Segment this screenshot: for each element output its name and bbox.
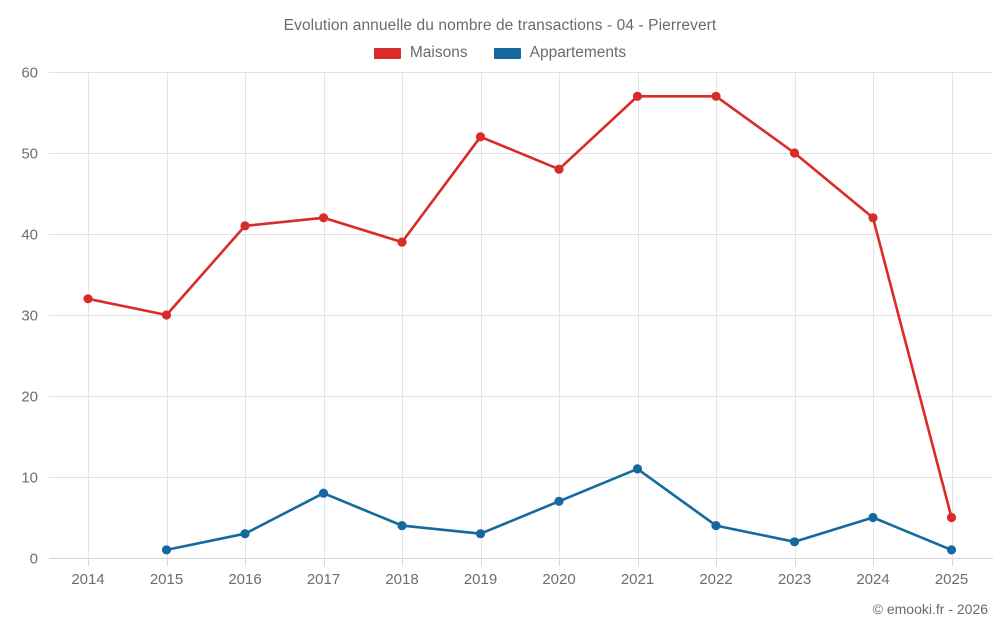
legend-swatch-maisons-icon	[373, 47, 401, 59]
axis-tickmarks	[88, 558, 953, 566]
data-point-appartements-2021[interactable]: Appartements 2021: 11	[632, 464, 643, 474]
credit-label: © emooki.fr - 2026	[872, 601, 988, 617]
legend-item-appartements[interactable]: Appartements	[493, 44, 627, 62]
data-point-appartements-2019[interactable]: Appartements 2019: 3	[475, 529, 486, 539]
data-point-maisons-2014[interactable]: Maisons 2014: 32	[83, 294, 93, 304]
x-tick-label: 2019	[464, 571, 497, 588]
y-tick-label: 0	[30, 551, 38, 568]
x-tick-label: 2024	[856, 571, 889, 588]
y-tick-label: 40	[21, 227, 38, 244]
chart-legend: Maisons Appartements	[0, 44, 1000, 62]
x-tick-label: 2020	[542, 571, 575, 588]
data-point-appartements-2018[interactable]: Appartements 2018: 4	[397, 521, 407, 531]
data-point-maisons-2022[interactable]: Maisons 2022: 57	[711, 91, 721, 101]
data-point-appartements-2025[interactable]: Appartements 2025: 1	[946, 545, 957, 555]
y-tick-label: 50	[21, 146, 38, 163]
legend-item-maisons[interactable]: Maisons	[373, 44, 468, 62]
data-point-maisons-2020[interactable]: Maisons 2020: 48	[554, 164, 564, 174]
series-lines	[86, 95, 953, 552]
data-point-maisons-2018[interactable]: Maisons 2018: 39	[397, 237, 407, 247]
x-tick-label: 2023	[778, 571, 811, 588]
series-data-points: Maisons 2014: 32 Maisons 2015: 30 Maisons …	[83, 91, 957, 555]
y-tick-label: 30	[21, 308, 38, 325]
data-point-appartements-2016[interactable]: Appartements 2016: 3	[240, 529, 250, 539]
x-axis-tick-labels: 2014 2015 2016 2017 2018 2019 2020 2021 2022 2023…	[71, 571, 968, 588]
data-point-maisons-2021[interactable]: Maisons 2021: 57	[632, 91, 643, 101]
data-point-maisons-2015[interactable]: Maisons 2015: 30	[161, 310, 172, 320]
y-tick-label: 60	[21, 65, 38, 82]
data-point-appartements-2015[interactable]: Appartements 2015: 1	[161, 545, 172, 555]
data-point-appartements-2020[interactable]: Appartements 2020: 7	[554, 496, 564, 506]
data-point-maisons-2025[interactable]: Maisons 2025: 5	[946, 512, 957, 523]
legend-label-appartements: Appartements	[529, 44, 627, 61]
chart-title: Evolution annuelle du nombre de transact…	[283, 17, 717, 34]
data-point-maisons-2024[interactable]: Maisons 2024: 42	[868, 213, 878, 223]
horizontal-gridlines	[49, 72, 993, 559]
x-tick-label: 2021	[621, 571, 654, 588]
x-tick-label: 2025	[935, 571, 968, 588]
legend-swatch-appartements-icon	[493, 47, 521, 59]
x-tick-label: 2014	[71, 571, 104, 588]
y-tick-label: 20	[21, 389, 38, 406]
data-point-maisons-2016[interactable]: Maisons 2016: 41	[240, 221, 250, 231]
legend-label-maisons: Maisons	[409, 44, 468, 61]
data-point-appartements-2022[interactable]: Appartements 2022: 4	[711, 521, 721, 531]
series-line-maisons	[86, 95, 953, 519]
data-point-appartements-2024[interactable]: Appartements 2024: 5	[868, 512, 878, 523]
x-tick-label: 2016	[228, 571, 261, 588]
y-axis-tick-labels: 0 10 20 30 40 50 60	[21, 65, 38, 568]
data-point-maisons-2023[interactable]: Maisons 2023: 50	[789, 148, 800, 158]
y-tick-label: 10	[21, 470, 38, 487]
data-point-appartements-2017[interactable]: Appartements 2017: 8	[318, 488, 329, 498]
x-tick-label: 2022	[699, 571, 732, 588]
data-point-appartements-2023[interactable]: Appartements 2023: 2	[789, 537, 800, 547]
x-tick-label: 2018	[385, 571, 418, 588]
x-tick-label: 2017	[307, 571, 340, 588]
data-point-maisons-2019[interactable]: Maisons 2019: 52	[475, 132, 486, 142]
x-tick-label: 2015	[150, 571, 183, 588]
data-point-maisons-2017[interactable]: Maisons 2017: 42	[318, 213, 329, 223]
